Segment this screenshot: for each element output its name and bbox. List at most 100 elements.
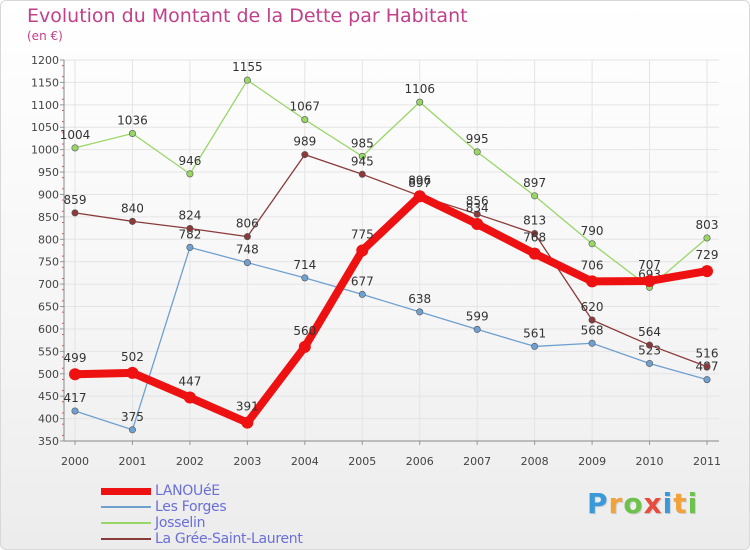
data-point (473, 210, 481, 218)
data-label: 638 (408, 292, 431, 306)
data-point (701, 265, 713, 278)
series-lanou-e: 499 502 447 391 560 775 896 834 768 706 707 729 (64, 173, 719, 429)
data-point (301, 151, 309, 159)
series-line (74, 79, 708, 288)
series-la-gr-e-saint-laurent: 859 840 824 806 989 945 897 856 813 620 564 516 (64, 135, 719, 371)
series-line (74, 153, 708, 368)
data-label: 417 (64, 391, 87, 405)
data-label: 946 (178, 154, 201, 168)
legend-swatch (101, 538, 151, 540)
data-label: 1106 (404, 82, 435, 96)
y-tick-label: 850 (38, 211, 59, 224)
data-label: 840 (121, 201, 144, 215)
data-point (186, 243, 194, 251)
y-tick-label: 1200 (31, 54, 59, 67)
data-point (301, 274, 309, 282)
data-point (356, 244, 369, 257)
data-label: 620 (581, 300, 604, 314)
data-point (243, 259, 251, 267)
legend-label: LANOUéE (155, 483, 220, 499)
data-point (531, 229, 539, 237)
data-point (358, 290, 366, 298)
legend-item: Josselin (101, 515, 361, 531)
logo-letter: t (673, 487, 688, 520)
series-josselin: 1004103694611551067985110699589779069380… (60, 60, 719, 291)
data-label: 897 (408, 176, 431, 190)
legend-swatch (101, 506, 151, 508)
data-label: 561 (523, 326, 546, 340)
x-tick-label: 2003 (233, 455, 261, 468)
data-point (71, 144, 79, 152)
x-tick-label: 2005 (348, 455, 376, 468)
data-label: 564 (638, 325, 661, 339)
chart-title: Evolution du Montant de la Dette par Hab… (27, 5, 468, 27)
x-tick-label: 2006 (406, 455, 434, 468)
y-tick-label: 1100 (31, 99, 59, 112)
data-point (416, 98, 424, 106)
data-label: 1155 (232, 60, 263, 74)
logo-letter: r (608, 487, 624, 520)
data-label: 989 (293, 135, 316, 149)
y-tick-label: 800 (38, 233, 59, 246)
data-label: 516 (696, 347, 719, 361)
y-tick-label: 700 (38, 278, 59, 291)
series-line (74, 246, 708, 431)
data-point (413, 190, 426, 203)
data-label: 1067 (290, 100, 321, 114)
data-label: 447 (178, 375, 201, 389)
y-tick-label: 550 (38, 345, 59, 358)
x-tick-label: 2004 (291, 455, 319, 468)
data-point (71, 209, 79, 217)
data-label: 775 (351, 228, 374, 242)
data-point (128, 426, 136, 434)
legend-item: Les Forges (101, 499, 361, 515)
data-label: 502 (121, 350, 144, 364)
data-point (586, 275, 599, 288)
y-tick-label: 1000 (31, 144, 59, 157)
data-point (71, 407, 79, 415)
chart-legend: LANOUéE Les Forges Josselin La Grée-Saint-L… (101, 483, 361, 547)
legend-label: Les Forges (155, 499, 227, 515)
data-label: 896 (408, 173, 431, 187)
y-tick-label: 950 (38, 166, 59, 179)
data-label: 707 (638, 258, 661, 272)
y-tick-label: 650 (38, 301, 59, 314)
data-point (588, 240, 596, 248)
data-point (358, 170, 366, 178)
logo-letter: i (662, 487, 674, 520)
data-label: 1036 (117, 114, 148, 128)
data-label: 706 (581, 258, 604, 272)
data-point (241, 416, 254, 429)
data-point (301, 116, 309, 124)
data-point (643, 274, 656, 287)
data-point (243, 76, 251, 84)
data-label: 1004 (60, 128, 91, 142)
y-tick-label: 900 (38, 188, 59, 201)
data-label: 729 (696, 248, 719, 262)
data-point (298, 340, 311, 353)
data-point (126, 366, 139, 379)
legend-item: LANOUéE (101, 483, 361, 499)
x-tick-label: 2000 (61, 455, 89, 468)
data-point (588, 339, 596, 347)
data-label: 859 (64, 193, 87, 207)
data-point (473, 148, 481, 156)
data-point (471, 218, 484, 231)
logo-letter: x (643, 487, 663, 520)
x-tick-label: 2010 (636, 455, 664, 468)
data-point (646, 341, 654, 349)
y-tick-label: 1050 (31, 121, 59, 134)
legend-label: Josselin (155, 515, 206, 531)
chart-unit: (en €) (27, 29, 63, 43)
data-point (703, 234, 711, 242)
data-point (473, 325, 481, 333)
y-tick-label: 500 (38, 368, 59, 381)
data-label: 391 (236, 400, 259, 414)
data-label: 782 (178, 227, 201, 241)
data-point (128, 130, 136, 138)
data-point (703, 376, 711, 384)
data-label: 803 (696, 218, 719, 232)
legend-swatch (101, 522, 151, 524)
